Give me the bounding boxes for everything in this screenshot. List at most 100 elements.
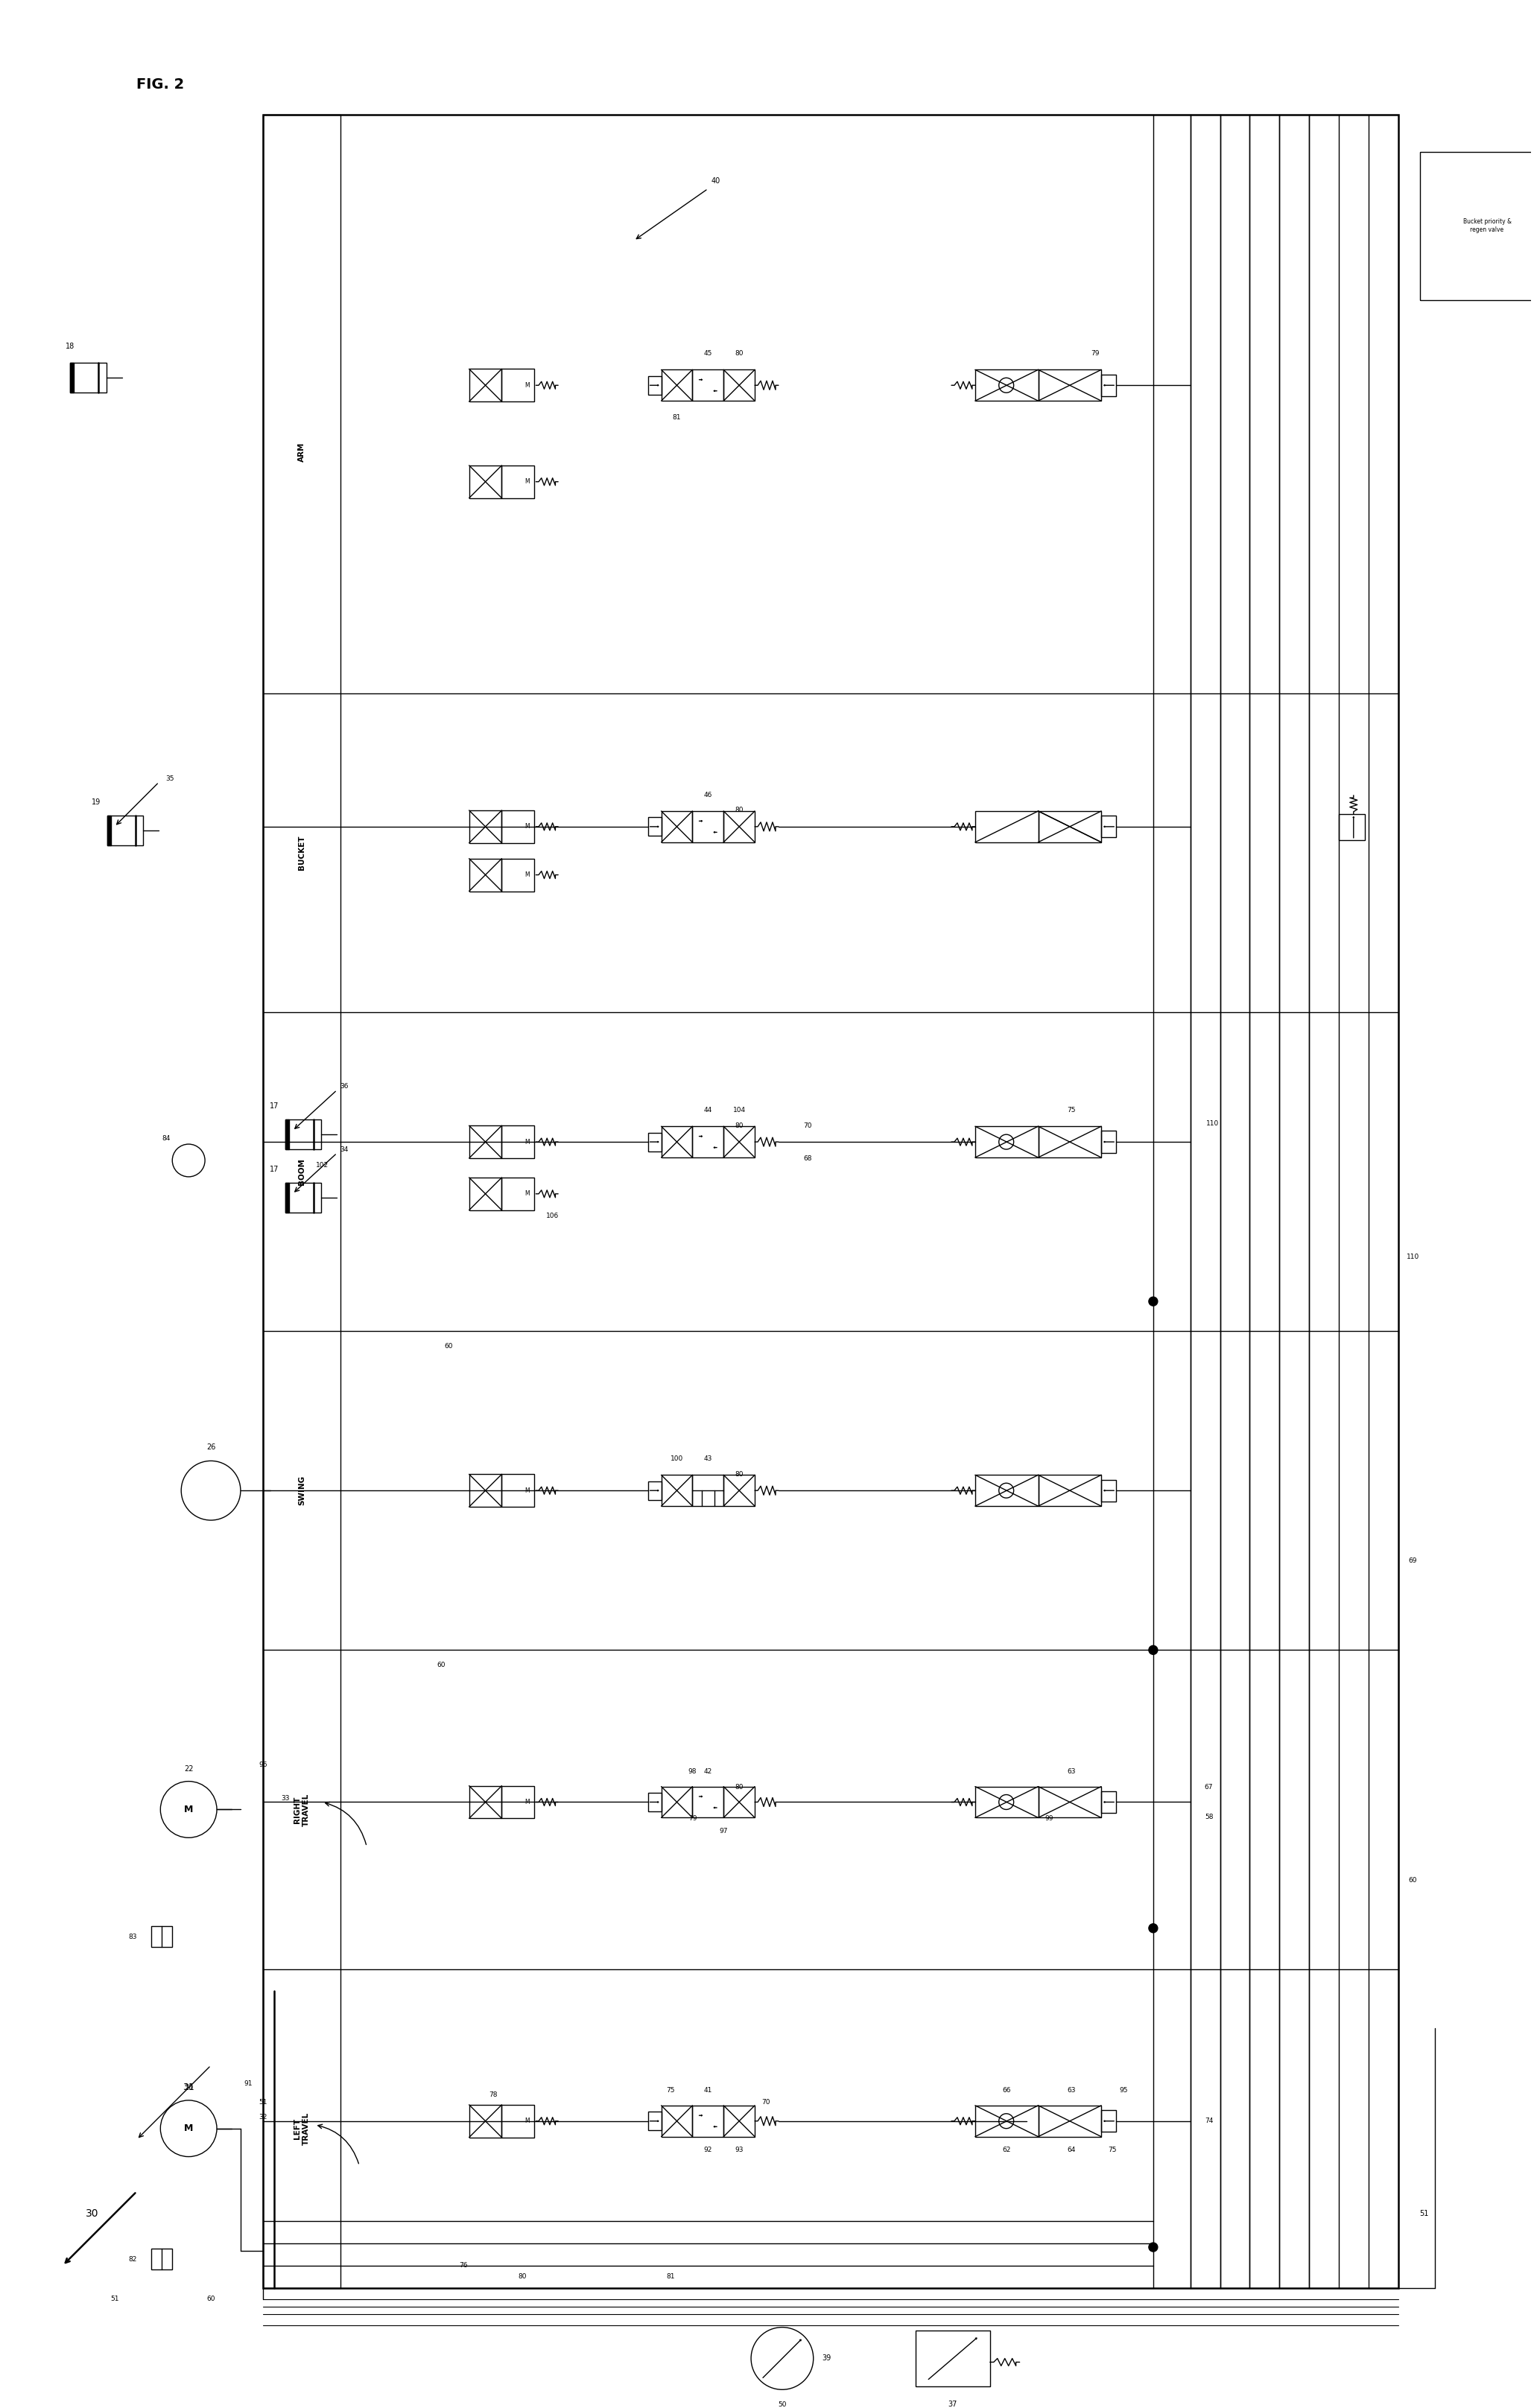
Text: 34: 34: [341, 1146, 348, 1153]
Bar: [1039, 811, 1101, 843]
Bar: [469, 1125, 502, 1158]
Text: 17: 17: [270, 1165, 279, 1173]
Bar: [976, 1476, 1039, 1505]
Text: 58: 58: [1204, 1813, 1213, 1820]
Bar: [469, 1474, 502, 1507]
Text: LEFT
TRAVEL: LEFT TRAVEL: [293, 2112, 310, 2146]
Text: 92: 92: [704, 2146, 712, 2153]
Text: M: M: [525, 824, 529, 831]
Bar: [724, 371, 755, 400]
Bar: [285, 1182, 322, 1211]
Bar: [1039, 1476, 1101, 1505]
Text: M: M: [525, 1139, 529, 1146]
Text: 79: 79: [689, 1816, 698, 1823]
Text: 80: 80: [518, 2273, 526, 2280]
Text: SWING: SWING: [298, 1476, 305, 1505]
Bar: [152, 2249, 172, 2268]
Text: 17: 17: [270, 1103, 279, 1110]
Text: 110: 110: [1407, 1255, 1419, 1259]
Text: 60: 60: [443, 1344, 453, 1348]
Circle shape: [1149, 2242, 1158, 2251]
Text: 95: 95: [1120, 2088, 1127, 2095]
Text: 100: 100: [670, 1454, 683, 1462]
Text: 68: 68: [804, 1156, 811, 1161]
Text: 36: 36: [341, 1084, 348, 1088]
Bar: [469, 811, 502, 843]
Bar: [502, 1178, 534, 1211]
Bar: [502, 1474, 534, 1507]
Text: 64: 64: [1068, 2146, 1075, 2153]
Text: 74: 74: [1204, 2117, 1213, 2124]
Text: 63: 63: [1068, 1767, 1075, 1775]
Text: 69: 69: [1408, 1558, 1417, 1565]
Bar: [262, 116, 1397, 2288]
Bar: [469, 368, 502, 402]
Text: 97: 97: [719, 1828, 727, 1835]
Bar: [1039, 371, 1101, 400]
Text: 67: 67: [1204, 1784, 1213, 1792]
Bar: [692, 1476, 724, 1505]
Text: 60: 60: [437, 1662, 445, 1669]
Text: 20: 20: [184, 2083, 193, 2093]
Text: 80: 80: [735, 807, 744, 814]
Bar: [692, 811, 724, 843]
Bar: [285, 1120, 322, 1149]
Text: ARM: ARM: [298, 443, 305, 462]
Bar: [976, 371, 1039, 400]
Bar: [285, 1120, 290, 1149]
Text: 91: 91: [244, 2081, 252, 2088]
Bar: [724, 1127, 755, 1158]
Bar: [502, 1787, 534, 1818]
Bar: [692, 371, 724, 400]
Text: 50: 50: [778, 2401, 787, 2408]
Bar: [1039, 1787, 1101, 1818]
Text: 18: 18: [66, 342, 75, 352]
Text: 80: 80: [735, 1122, 744, 1129]
Text: 51: 51: [110, 2295, 118, 2302]
Text: 30: 30: [86, 2208, 98, 2220]
Bar: [107, 816, 143, 845]
Bar: [152, 1926, 172, 1946]
Text: 41: 41: [704, 2088, 712, 2095]
Bar: [661, 2105, 692, 2136]
Text: 63: 63: [1068, 2088, 1075, 2095]
Bar: [502, 1125, 534, 1158]
Text: 78: 78: [488, 2093, 497, 2097]
Text: 81: 81: [672, 414, 681, 421]
Text: 79: 79: [1091, 349, 1100, 356]
Bar: [976, 811, 1039, 843]
Bar: [1101, 1479, 1117, 1503]
Text: 80: 80: [735, 1784, 744, 1792]
Bar: [976, 1787, 1039, 1818]
Bar: [647, 1132, 661, 1151]
Text: 60: 60: [207, 2295, 215, 2302]
Circle shape: [1149, 1298, 1158, 1305]
Text: 39: 39: [822, 2355, 831, 2362]
Bar: [469, 2105, 502, 2138]
Bar: [916, 2331, 989, 2386]
Text: M: M: [525, 383, 529, 388]
Text: BUCKET: BUCKET: [298, 836, 305, 869]
Text: 44: 44: [704, 1108, 712, 1112]
Circle shape: [1149, 1645, 1158, 1654]
Bar: [469, 1787, 502, 1818]
Text: 70: 70: [761, 2100, 770, 2107]
Text: M: M: [525, 1190, 529, 1197]
Text: 102: 102: [316, 1163, 328, 1168]
Text: 32: 32: [259, 2114, 267, 2121]
Circle shape: [1149, 1924, 1158, 1934]
Bar: [692, 1127, 724, 1158]
Text: Bucket priority &
regen valve: Bucket priority & regen valve: [1463, 219, 1511, 234]
Bar: [502, 465, 534, 498]
Bar: [71, 364, 74, 393]
Bar: [502, 860, 534, 891]
Bar: [661, 1476, 692, 1505]
Bar: [1101, 1792, 1117, 1813]
Text: 35: 35: [166, 775, 175, 783]
Text: 99: 99: [1045, 1816, 1054, 1823]
Text: 93: 93: [735, 2146, 744, 2153]
Bar: [724, 2105, 755, 2136]
Bar: [1101, 816, 1117, 838]
Bar: [1101, 373, 1117, 397]
Text: 26: 26: [206, 1445, 215, 1452]
